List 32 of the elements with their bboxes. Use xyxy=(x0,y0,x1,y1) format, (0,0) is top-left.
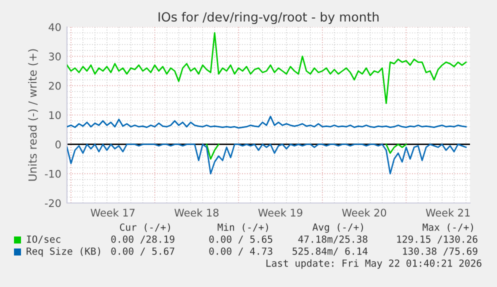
line-series xyxy=(67,144,467,174)
y-tick-label: 40 xyxy=(48,23,61,32)
line-series xyxy=(67,116,467,129)
y-axis-title: Units read (-) / write (+) xyxy=(28,49,38,181)
text: 525.84m/ 6.14 xyxy=(292,247,368,256)
x-tick-label: Week 19 xyxy=(258,208,302,217)
x-tick-label: Week 21 xyxy=(426,208,470,217)
text: Last update: Fri May 22 01:40:21 2026 xyxy=(266,259,482,269)
text: Avg (-/+) xyxy=(312,223,363,233)
line-series xyxy=(67,32,467,104)
x-tick-label: Week 17 xyxy=(90,208,135,217)
y-tick-label: 10 xyxy=(49,111,61,120)
chart-title: IOs for /dev/ring-vg/root - by month xyxy=(158,12,379,24)
y-tick-label: -10 xyxy=(44,170,61,178)
y-tick-label: 30 xyxy=(48,52,61,60)
text: 47.18m/25.38 xyxy=(298,235,368,244)
y-tick-label: 20 xyxy=(48,82,61,90)
text: Max (-/+) xyxy=(422,223,473,232)
text: Min (-/+) xyxy=(218,223,268,232)
x-tick-label: Week 18 xyxy=(174,208,219,217)
x-tick-label: Week 20 xyxy=(342,208,386,217)
y-tick-label: 0 xyxy=(56,140,61,148)
text: 0.00 /28.19 xyxy=(111,235,174,244)
text: 0.00 / 4.73 xyxy=(209,247,272,256)
text: 0.00 / 5.67 xyxy=(111,247,174,256)
text: 129.15 /130.26 xyxy=(397,235,478,244)
y-tick-label: -20 xyxy=(44,199,61,208)
text: 0.00 / 5.65 xyxy=(209,235,272,244)
text: Cur (-/+) xyxy=(120,223,170,232)
legend-label: IO/sec xyxy=(26,235,60,244)
text: 130.38 /75.69 xyxy=(403,247,478,256)
legend-label: Req Size (KB) xyxy=(26,247,100,257)
